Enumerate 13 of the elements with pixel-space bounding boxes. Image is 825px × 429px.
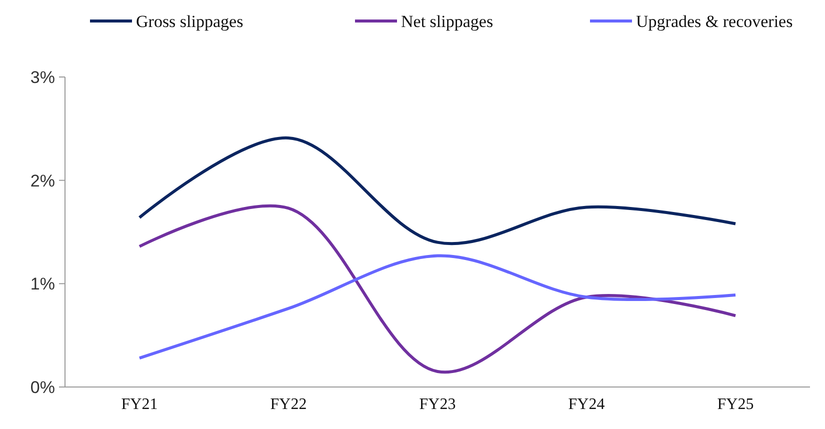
x-tick-label: FY24 <box>568 396 605 413</box>
legend-label: Net slippages <box>401 12 494 31</box>
y-tick-label: 1% <box>30 274 55 294</box>
y-tick-label: 2% <box>30 171 55 190</box>
line-series <box>138 254 737 360</box>
x-tick-label: FY25 <box>717 396 754 413</box>
legend-label: Upgrades & recoveries <box>636 12 793 31</box>
legend-label: Gross slippages <box>136 12 244 31</box>
y-tick-label: 3% <box>30 68 55 87</box>
y-tick-label: 0% <box>30 378 55 397</box>
x-tick-label: FY23 <box>419 396 456 413</box>
x-tick-label: FY21 <box>121 396 158 413</box>
x-tick-label: FY22 <box>270 396 307 413</box>
